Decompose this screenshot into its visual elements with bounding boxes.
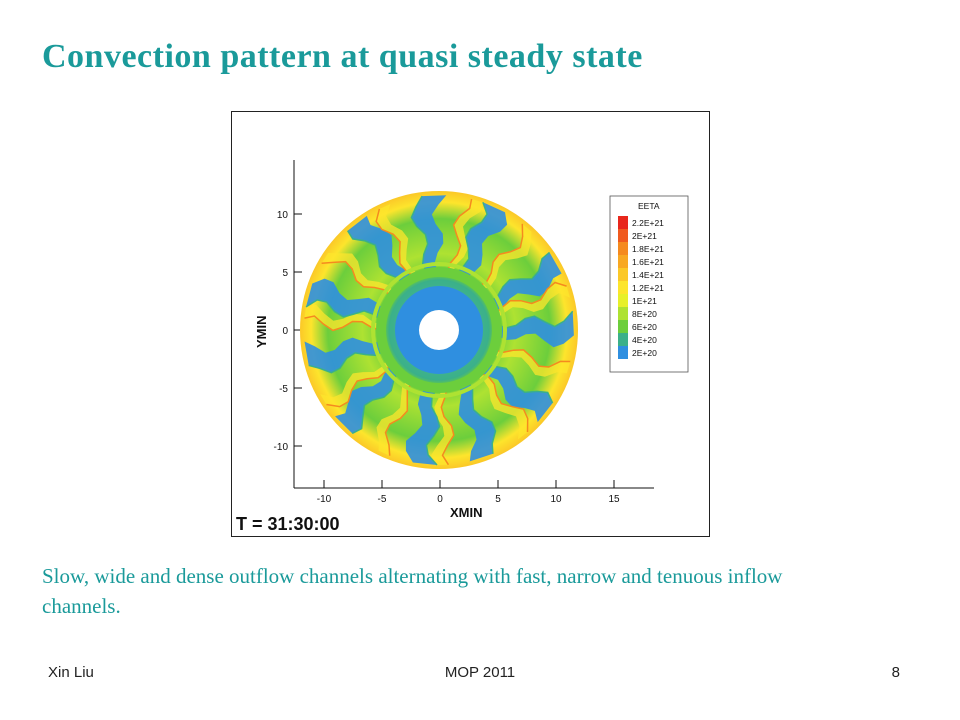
legend-swatch [618, 268, 628, 281]
channel-edge [489, 251, 550, 303]
legend-label: 8E+20 [632, 309, 657, 319]
footer-author: Xin Liu [48, 664, 94, 681]
channel-edge [496, 310, 574, 329]
legend-label: 1.8E+21 [632, 244, 664, 254]
legend-label: 4E+20 [632, 335, 657, 345]
channel-edge [351, 370, 399, 435]
inner-ring [376, 267, 502, 393]
outflow-channel [306, 278, 385, 321]
x-tick-label: 15 [608, 494, 620, 505]
y-tick-label: 10 [277, 210, 289, 221]
legend-swatch [618, 333, 628, 346]
legend-label: 1.6E+21 [632, 257, 664, 267]
legend-label: 1.4E+21 [632, 270, 664, 280]
inflow-channel [491, 349, 571, 377]
channel-edge [485, 363, 554, 404]
x-axis-label: XMIN [450, 505, 483, 520]
x-tick-label: 0 [437, 494, 443, 505]
page-number: 8 [891, 664, 900, 681]
legend-swatch [618, 281, 628, 294]
channel-edge [410, 195, 429, 274]
outflow-channel [347, 215, 413, 284]
footer-event: MOP 2011 [444, 664, 516, 681]
colorbar-legend: EETA 2.2E+21 2E+21 1.8E+21 1.6E+21 1.4E+21 1.… [609, 195, 689, 373]
legend-swatch [618, 255, 628, 268]
inflow-channel [321, 253, 395, 298]
channel-edge [384, 381, 414, 456]
legend-label: 2E+21 [632, 231, 657, 241]
slide-caption: Slow, wide and dense outflow channels al… [42, 564, 783, 618]
y-tick-label: 0 [282, 326, 288, 337]
legend-label: 6E+20 [632, 322, 657, 332]
outflow-channel [489, 252, 562, 312]
channel-edge [455, 202, 488, 276]
legend-label: 1.2E+21 [632, 283, 664, 293]
x-tick-label: 10 [550, 494, 562, 505]
channel-edge [326, 361, 392, 408]
slide-title: Convection pattern at quasi steady state [42, 38, 643, 75]
y-tick-label: -10 [274, 442, 289, 453]
legend-swatch [618, 216, 628, 229]
channel-edge [425, 387, 441, 466]
inflow-channel [376, 379, 413, 456]
channel-edge [308, 349, 386, 374]
legend-swatch [618, 346, 628, 359]
x-tick-label: -10 [317, 494, 332, 505]
legend-swatch [618, 307, 628, 320]
legend-label: 2E+20 [632, 348, 657, 358]
channel-edge [466, 380, 497, 454]
channel-edge [446, 198, 473, 273]
flow-channels [304, 195, 574, 466]
channel-edge [375, 208, 416, 278]
outflow-channel [458, 380, 496, 462]
x-tick-label: -5 [378, 494, 387, 505]
convection-disk [300, 191, 578, 469]
channel-edge [440, 387, 455, 466]
channel-edge [478, 371, 529, 433]
outflow-channel [478, 364, 553, 423]
contour-plot-svg: -10 -5 0 5 10 15 10 5 0 -5 -10 EETA 2.2E+21 2E+21 1… [236, 160, 689, 534]
time-label: T = 31:30:00 [236, 514, 340, 534]
channel-edge [305, 299, 383, 322]
inflow-channel [494, 282, 571, 319]
inflow-channel [376, 204, 420, 278]
x-tick-label: 5 [495, 494, 501, 505]
convection-plot: -10 -5 0 5 10 15 10 5 0 -5 -10 EETA 2.2E+21 2E+21 1… [231, 111, 710, 537]
legend-title: EETA [638, 201, 660, 211]
legend-swatch [618, 294, 628, 307]
legend-label: 2.2E+21 [632, 218, 664, 228]
inflow-channel [431, 387, 454, 465]
y-tick-label: -5 [279, 384, 288, 395]
channel-edge [477, 223, 524, 288]
outflow-channel [496, 311, 574, 348]
outflow-channel [411, 195, 447, 274]
channel-edge [346, 230, 405, 285]
inflow-channel [474, 372, 528, 440]
axes: -10 -5 0 5 10 15 10 5 0 -5 -10 [274, 160, 654, 505]
inner-ring-edge [371, 262, 507, 398]
y-axis-label: YMIN [254, 316, 269, 349]
channel-edge [494, 281, 567, 315]
outflow-channel [304, 337, 385, 373]
channel-edge [321, 260, 392, 298]
legend-swatch [618, 229, 628, 242]
y-tick-label: 5 [282, 268, 288, 279]
legend-label: 1E+21 [632, 296, 657, 306]
outflow-channel [335, 363, 399, 434]
x-ticks: -10 -5 0 5 10 15 [317, 480, 620, 505]
channel-edge [304, 315, 382, 332]
legend-swatch [618, 320, 628, 333]
inner-hole [419, 310, 459, 350]
y-ticks: 10 5 0 -5 -10 [274, 210, 302, 453]
legend-swatch [618, 242, 628, 255]
channel-edge [493, 348, 571, 368]
